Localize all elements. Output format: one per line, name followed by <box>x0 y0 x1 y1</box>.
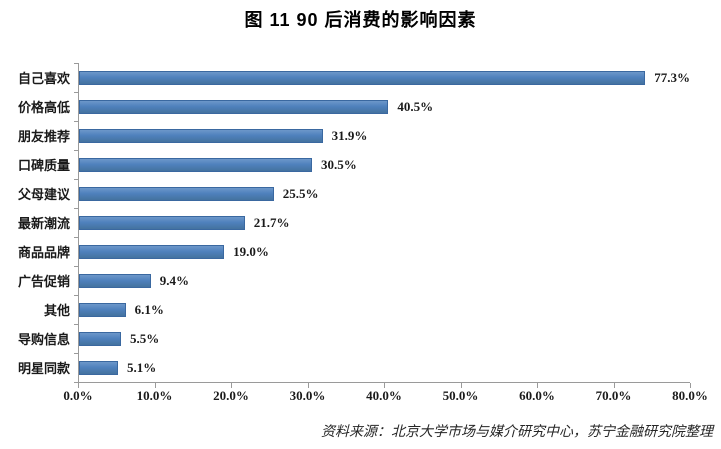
y-axis-tick <box>74 150 78 151</box>
bar-row: 广告促销 9.4% <box>8 266 690 295</box>
y-axis-tick <box>74 295 78 296</box>
bar-row: 最新潮流 21.7% <box>8 208 690 237</box>
x-axis-tick <box>690 383 691 388</box>
bar <box>79 99 389 114</box>
bar <box>79 157 312 172</box>
x-axis-tick <box>613 383 615 388</box>
y-axis-tick <box>74 63 78 64</box>
bar-track: 25.5% <box>79 179 690 208</box>
bar-row: 其他 6.1% <box>8 295 690 324</box>
chart-title: 图 11 90 后消费的影响因素 <box>244 10 477 30</box>
category-label: 父母建议 <box>17 187 70 202</box>
bar-row: 商品品牌 19.0% <box>8 237 690 266</box>
value-label: 25.5% <box>282 185 319 201</box>
category-label: 最新潮流 <box>17 216 70 231</box>
bar-row: 自己喜欢 77.3% <box>8 63 690 92</box>
bar <box>79 273 151 288</box>
x-axis-tick-label: 40.0% <box>366 388 402 403</box>
bar-row: 父母建议 25.5% <box>8 179 690 208</box>
y-axis-tick <box>74 121 78 122</box>
value-label: 40.5% <box>397 98 434 114</box>
x-axis-line <box>78 382 690 383</box>
bar-track: 9.4% <box>79 266 690 295</box>
category-label: 其他 <box>43 303 70 318</box>
x-axis-tick-label: 30.0% <box>289 388 326 403</box>
bar <box>79 215 245 230</box>
y-axis-tick <box>74 237 78 238</box>
bar-track: 5.1% <box>79 353 690 382</box>
bar-track: 6.1% <box>79 295 690 324</box>
value-label: 6.1% <box>134 301 164 317</box>
y-axis-tick <box>74 266 78 267</box>
value-label: 19.0% <box>233 243 269 259</box>
category-label: 广告促销 <box>17 274 70 289</box>
y-axis-tick <box>74 208 78 209</box>
bar <box>79 186 274 201</box>
y-axis-line <box>78 63 79 382</box>
source-note: 资料来源：北京大学市场与媒介研究中心，苏宁金融研究院整理 <box>321 425 713 440</box>
value-label: 5.5% <box>130 330 160 346</box>
bar-row: 明星同款 5.1% <box>8 353 690 382</box>
value-label: 5.1% <box>126 359 157 375</box>
category-label: 口碑质量 <box>17 158 70 173</box>
value-label: 21.7% <box>253 214 290 230</box>
x-axis-tick <box>231 383 232 388</box>
y-axis-tick <box>74 353 78 354</box>
bar <box>79 360 118 375</box>
bar-row: 朋友推荐 31.9% <box>8 121 690 150</box>
bar-row: 导购信息 5.5% <box>8 324 690 353</box>
bar <box>79 128 323 143</box>
x-axis-tick <box>537 383 538 388</box>
x-axis-tick <box>78 383 79 388</box>
y-axis-tick <box>74 382 78 383</box>
bar-row: 口碑质量 30.5% <box>8 150 690 179</box>
bar-track: 31.9% <box>79 121 690 150</box>
x-axis-tick-label: 50.0% <box>442 388 479 403</box>
bar-track: 21.7% <box>79 208 690 237</box>
x-axis-labels: 0.0% 10.0% 20.0% 30.0% 40.0% 50.0% 60.0% 70.0% 8… <box>63 388 708 404</box>
bar-rows: 自己喜欢 77.3% 价格高低 40.5% 朋友推荐 31.9% 口碑质量 30.5% 父母建议… <box>8 63 690 382</box>
y-axis-tick <box>74 324 78 325</box>
x-axis-tick <box>384 383 385 388</box>
bar-track: 40.5% <box>79 92 690 121</box>
bar-row: 价格高低 40.5% <box>8 92 690 121</box>
category-label: 明星同款 <box>17 361 70 376</box>
category-label: 价格高低 <box>17 100 70 115</box>
bar-track: 77.3% <box>79 63 690 92</box>
x-axis-tick-label: 0.0% <box>63 388 93 403</box>
x-axis-tick <box>154 383 156 388</box>
value-label: 31.9% <box>331 127 368 143</box>
value-label: 30.5% <box>320 156 357 172</box>
bar-track: 30.5% <box>79 150 690 179</box>
bar-track: 19.0% <box>79 237 690 266</box>
bar <box>79 331 121 346</box>
x-axis-tick-label: 10.0% <box>136 388 173 403</box>
category-label: 商品品牌 <box>17 245 70 260</box>
value-label: 77.3% <box>654 69 690 85</box>
value-label: 9.4% <box>159 272 190 288</box>
y-axis-tick <box>74 92 78 93</box>
x-axis-tick-label: 80.0% <box>672 388 708 403</box>
x-axis-tick <box>460 383 462 388</box>
bar <box>79 244 225 259</box>
category-label: 导购信息 <box>17 332 70 347</box>
x-axis-tick-label: 60.0% <box>519 388 555 403</box>
x-axis-tick <box>307 383 309 388</box>
category-label: 自己喜欢 <box>17 71 70 86</box>
x-axis-tick-label: 70.0% <box>595 388 632 403</box>
bar-chart: 自己喜欢 77.3% 价格高低 40.5% 朋友推荐 31.9% 口碑质量 30.5% 父母建议… <box>8 63 691 388</box>
x-axis-tick-label: 20.0% <box>213 388 249 403</box>
category-label: 朋友推荐 <box>17 129 70 144</box>
bar <box>79 70 646 85</box>
bar-track: 5.5% <box>79 324 690 353</box>
bar <box>79 302 126 317</box>
y-axis-tick <box>74 179 78 180</box>
